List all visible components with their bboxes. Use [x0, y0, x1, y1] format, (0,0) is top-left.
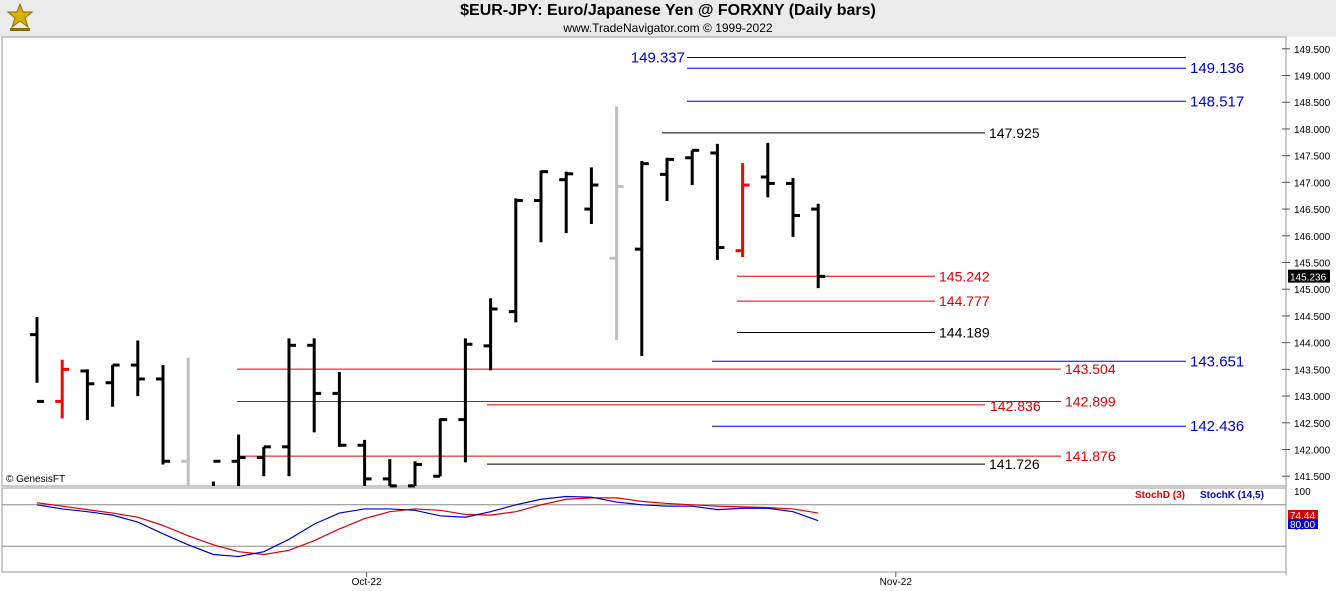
chart-title: $EUR-JPY: Euro/Japanese Yen @ FORXNY (Da…: [460, 2, 876, 19]
stoch-tick-label: 100: [1294, 487, 1311, 498]
ohlc-bar: [130, 340, 145, 397]
ohlc-bar: [584, 167, 599, 225]
ohlc-bar: [609, 106, 624, 340]
ohlc-bar: [508, 198, 523, 323]
price-tick-label: 148.500: [1294, 98, 1331, 109]
ohlc-bar: [786, 178, 800, 237]
date-tick-label: Nov-22: [880, 577, 913, 588]
last-price-label: 145.236: [1290, 273, 1327, 284]
ohlc-bar: [231, 434, 246, 486]
stoch-legend-entry: StochD (3): [1135, 490, 1185, 501]
ohlc-bar: [559, 171, 574, 234]
ohlc-bar: [181, 357, 190, 486]
ohlc-bar: [382, 459, 397, 488]
level-label: 143.651: [1190, 353, 1244, 370]
level-label: 142.436: [1190, 418, 1244, 435]
level-label: 145.242: [939, 268, 990, 284]
level-label: 143.504: [1065, 361, 1116, 377]
price-tick-label: 147.000: [1294, 178, 1331, 189]
level-label: 141.876: [1065, 448, 1116, 464]
ohlc-bar: [282, 338, 296, 477]
price-levels: 149.337 149.136 148.517 147.925 145.242 144.7…: [237, 49, 1244, 472]
chart-header: $EUR-JPY: Euro/Japanese Yen @ FORXNY (Da…: [0, 0, 1336, 37]
ohlc-bar: [433, 418, 448, 478]
ohlc-bar: [30, 316, 44, 403]
ohlc-bar: [307, 338, 322, 433]
stochastic-panel-frame: [1, 487, 1287, 573]
ohlc-bar: [483, 298, 498, 371]
price-tick-label: 146.000: [1294, 232, 1331, 243]
date-tick-label: Oct-22: [352, 577, 382, 588]
stoch-value-label: 80.00: [1290, 520, 1315, 531]
price-panel-frame: [1, 36, 1287, 487]
price-tick-label: 142.000: [1294, 446, 1331, 457]
stoch-legend-entry: StochK (14,5): [1200, 490, 1264, 501]
price-tick-label: 149.500: [1294, 45, 1331, 56]
ohlc-bar: [685, 148, 700, 186]
ohlc-bars: [30, 106, 826, 488]
level-label: 144.777: [939, 293, 990, 309]
price-tick-label: 141.500: [1294, 472, 1331, 483]
stoch-value-box: [1288, 510, 1318, 520]
date-axis: Oct-22 Nov-22: [352, 572, 913, 588]
ohlc-bar: [811, 203, 826, 289]
price-tick-label: 147.500: [1294, 152, 1331, 163]
ohlc-bar: [408, 461, 422, 488]
level-label: 149.136: [1190, 60, 1244, 77]
price-tick-label: 149.000: [1294, 72, 1331, 83]
price-tick-label: 145.000: [1294, 285, 1331, 296]
genesis-watermark: © GenesisFT: [6, 474, 65, 485]
price-axis: 141.500 142.000 142.500 143.000 143.500 144.0…: [1282, 45, 1331, 483]
ohlc-bar: [634, 160, 649, 356]
ohlc-bar: [55, 359, 70, 419]
ohlc-bar: [156, 365, 170, 465]
ohlc-bar: [211, 459, 221, 486]
ohlc-bar: [357, 439, 372, 486]
last-price-marker: 145.236: [1288, 269, 1330, 284]
price-tick-label: 142.500: [1294, 419, 1331, 430]
price-tick-label: 144.500: [1294, 312, 1331, 323]
trade-navigator-logo-icon: [4, 2, 36, 34]
ohlc-bar: [710, 143, 725, 260]
stoch-series-line: [36, 495, 819, 558]
price-tick-label: 145.500: [1294, 259, 1331, 270]
ohlc-bar: [256, 445, 271, 477]
level-label: 148.517: [1190, 93, 1244, 110]
price-tick-label: 148.000: [1294, 125, 1331, 136]
price-tick-label: 144.000: [1294, 339, 1331, 350]
level-label: 144.189: [939, 325, 990, 341]
price-tick-label: 143.000: [1294, 392, 1331, 403]
ohlc-bar: [458, 338, 473, 463]
ohlc-bar: [80, 369, 95, 421]
stoch-series-line: [36, 497, 819, 556]
level-label: 141.726: [989, 456, 1040, 472]
chart-subtitle: www.TradeNavigator.com © 1999-2022: [563, 21, 773, 35]
level-label: 142.899: [1065, 393, 1116, 409]
ohlc-bar: [660, 157, 674, 202]
level-label: 147.925: [989, 125, 1040, 141]
ohlc-bar: [760, 142, 775, 198]
price-tick-label: 146.500: [1294, 205, 1331, 216]
stoch-value-box: [1288, 519, 1318, 529]
ohlc-bar: [105, 363, 120, 407]
level-label: 149.337: [631, 49, 685, 66]
ohlc-bar: [534, 170, 548, 243]
price-tick-label: 143.500: [1294, 365, 1331, 376]
ohlc-bar: [332, 372, 347, 447]
ohlc-bar: [735, 163, 750, 258]
level-label: 142.836: [990, 398, 1041, 414]
stoch-value-label: 74.44: [1290, 511, 1315, 522]
